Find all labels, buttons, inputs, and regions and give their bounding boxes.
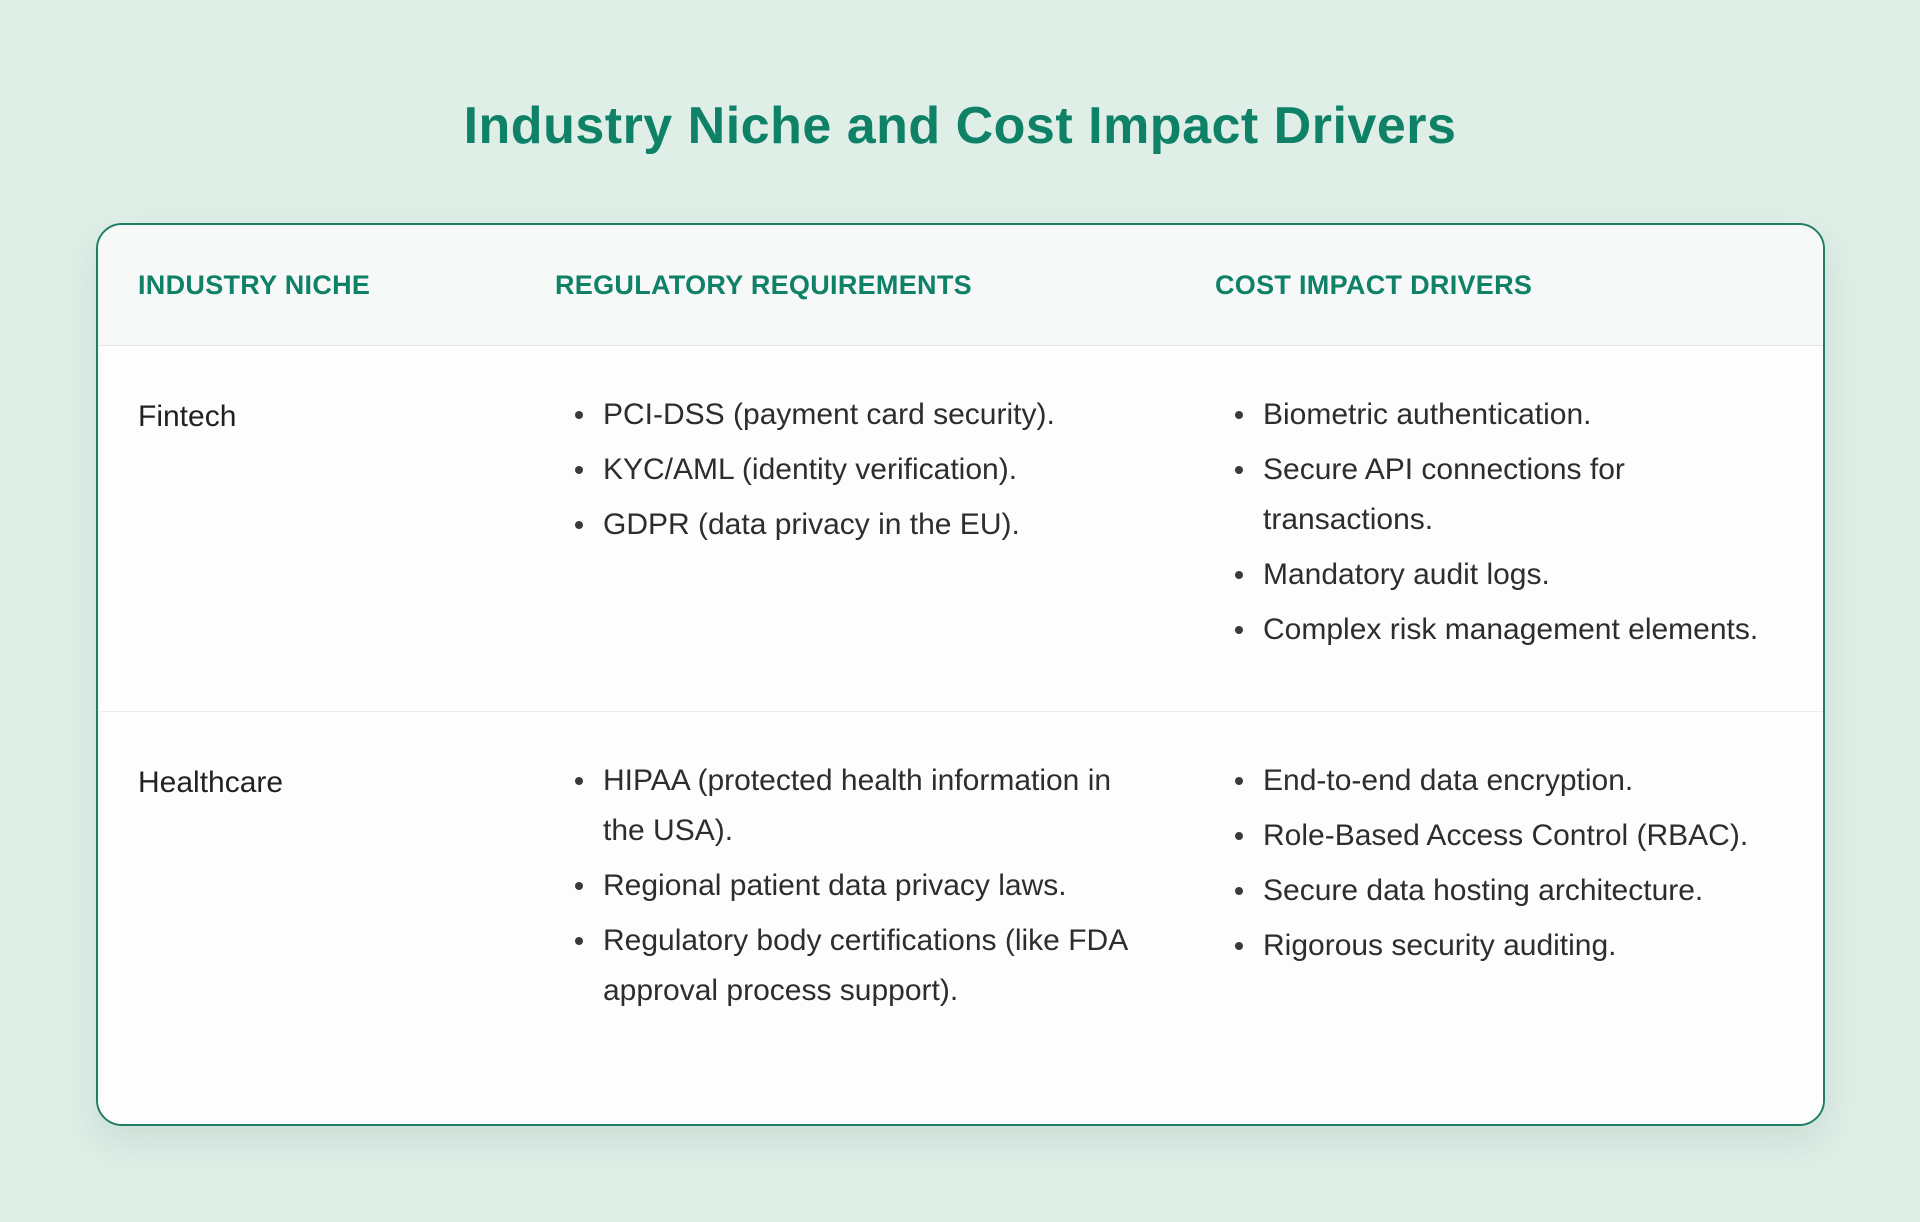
- bullet-item: PCI-DSS (payment card security).: [555, 390, 1175, 440]
- niche-label: Fintech: [138, 400, 237, 433]
- bullet-item: Secure API connections for transactions.: [1215, 445, 1823, 545]
- niche-label: Healthcare: [138, 766, 284, 799]
- table-card: INDUSTRY NICHE REGULATORY REQUIREMENTS C…: [96, 223, 1825, 1126]
- bullet-item: KYC/AML (identity verification).: [555, 445, 1175, 495]
- bullet-item: GDPR (data privacy in the EU).: [555, 500, 1175, 550]
- bullet-item: Secure data hosting architecture.: [1215, 866, 1823, 916]
- table-row-fintech: Fintech PCI-DSS (payment card security).…: [98, 346, 1823, 712]
- column-header-cost-impact-drivers: COST IMPACT DRIVERS: [1215, 269, 1533, 300]
- bullet-item: Regulatory body certifications (like FDA…: [555, 916, 1175, 1016]
- bullet-item: Rigorous security auditing.: [1215, 921, 1823, 971]
- bullet-item: Mandatory audit logs.: [1215, 550, 1823, 600]
- bullet-item: Regional patient data privacy laws.: [555, 861, 1175, 911]
- bullet-item: End-to-end data encryption.: [1215, 756, 1823, 806]
- column-header-regulatory-requirements: REGULATORY REQUIREMENTS: [555, 269, 972, 300]
- regulatory-requirements-list: HIPAA (protected health information in t…: [555, 756, 1175, 1124]
- bullet-item: Role-Based Access Control (RBAC).: [1215, 811, 1823, 861]
- cost-impact-drivers-list: End-to-end data encryption. Role-Based Ac…: [1215, 756, 1823, 1124]
- table-header-row: INDUSTRY NICHE REGULATORY REQUIREMENTS C…: [98, 225, 1823, 346]
- table-row-healthcare: Healthcare HIPAA (protected health infor…: [98, 712, 1823, 1124]
- cost-impact-drivers-list: Biometric authentication. Secure API conn…: [1215, 390, 1823, 711]
- page-title: Industry Niche and Cost Impact Drivers: [463, 97, 1457, 155]
- bullet-item: Complex risk management elements.: [1215, 605, 1823, 655]
- column-header-industry-niche: INDUSTRY NICHE: [138, 269, 371, 300]
- regulatory-requirements-list: PCI-DSS (payment card security). KYC/AML …: [555, 390, 1175, 711]
- bullet-item: HIPAA (protected health information in t…: [555, 756, 1175, 856]
- bullet-item: Biometric authentication.: [1215, 390, 1823, 440]
